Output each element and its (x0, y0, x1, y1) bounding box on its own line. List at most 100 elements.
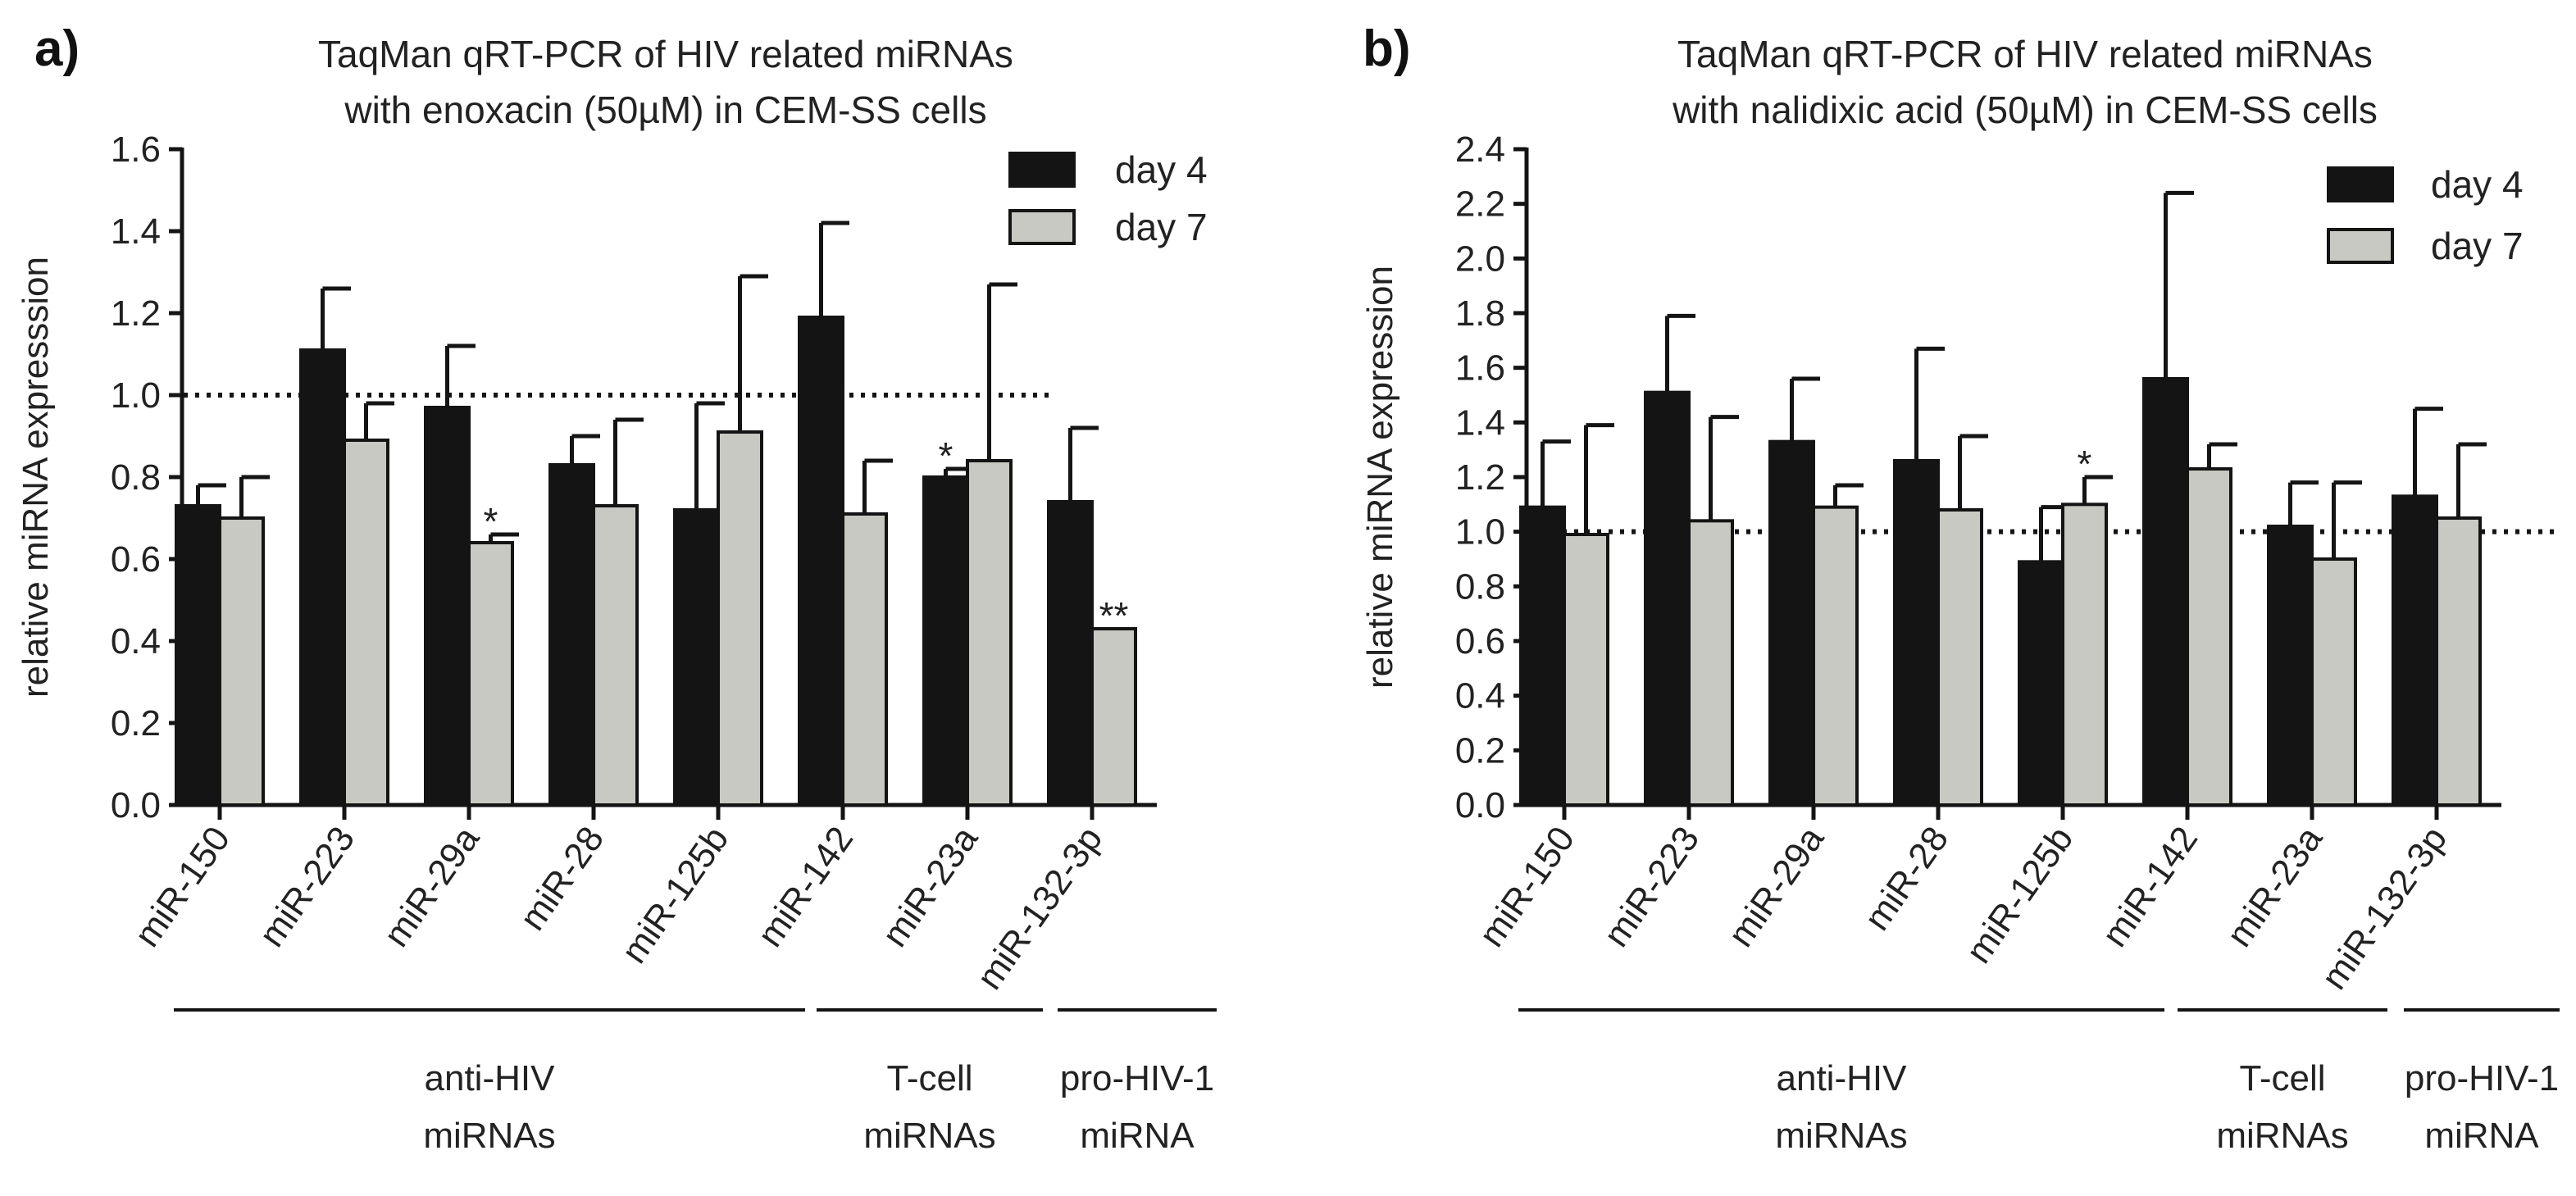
group-label-line-1: pro-HIV-1 (1060, 1058, 1214, 1098)
group-label-line-1: pro-HIV-1 (2405, 1058, 2559, 1098)
bar-day4 (2018, 560, 2064, 807)
x-tick-label: miR-223 (252, 820, 363, 954)
group-label-line-2: miRNAs (423, 1116, 555, 1156)
legend-label: day 7 (1115, 206, 1208, 248)
chart-title-line-1: TaqMan qRT-PCR of HIV related miRNAs (318, 33, 1013, 75)
legend-label: day 4 (1115, 148, 1208, 191)
x-tick-label: miR-150 (1472, 820, 1583, 954)
y-tick-label: 0.4 (111, 621, 161, 662)
bar-day4 (548, 463, 595, 807)
bar-day4 (2267, 525, 2314, 807)
bar-day7 (467, 541, 514, 807)
bar-day4 (673, 508, 720, 807)
y-tick-label: 0.8 (1455, 566, 1505, 607)
group-label-line-1: T-cell (886, 1058, 972, 1098)
significance-mark: * (2078, 443, 2092, 485)
bar-day7 (2061, 503, 2108, 807)
bar-day4 (1768, 439, 1815, 807)
bar-day4 (922, 475, 969, 807)
x-tick-label: miR-142 (750, 820, 862, 954)
y-tick-label: 1.0 (1455, 512, 1505, 553)
chart-title-line-1: TaqMan qRT-PCR of HIV related miRNAs (1677, 33, 2373, 75)
legend-swatch (1008, 152, 1076, 188)
x-tick-label: miR-223 (1596, 820, 1708, 954)
group-label-line-1: T-cell (2239, 1058, 2325, 1098)
bar-day4 (424, 406, 471, 807)
y-tick-label: 1.6 (111, 130, 161, 170)
legend-label: day 4 (2431, 163, 2524, 206)
y-axis-label: relative miRNA expression (1360, 266, 1400, 689)
bar-day7 (1937, 508, 1983, 807)
y-tick-label: 0.0 (111, 785, 161, 825)
bar-day4 (299, 348, 346, 807)
group-label-line-1: anti-HIV (1777, 1058, 1908, 1098)
y-tick-label: 0.2 (111, 703, 161, 744)
bar-day7 (717, 430, 763, 807)
chart-panel-b: b) TaqMan qRT-PCR of HIV related miRNAs wi… (1360, 20, 2560, 1156)
y-tick-label: 0.2 (1455, 730, 1505, 771)
x-tick-label: miR-29a (376, 819, 488, 954)
legend-swatch (2327, 228, 2394, 264)
bar-day4 (175, 504, 221, 807)
bar-day4 (2142, 377, 2189, 807)
y-tick-label: 1.4 (1455, 402, 1505, 443)
y-tick-label: 2.2 (1455, 184, 1505, 225)
group-label-line-2: miRNA (2424, 1116, 2539, 1156)
group-label-line-1: anti-HIV (425, 1058, 556, 1098)
bar-day7 (2310, 557, 2357, 807)
y-tick-label: 0.6 (1455, 621, 1505, 662)
y-tick-label: 2.0 (1455, 239, 1505, 279)
x-tick-label: miR-125b (614, 820, 737, 971)
panel-label: b) (1363, 20, 1411, 77)
bar-day7 (966, 459, 1013, 807)
bar-day4 (1519, 505, 1566, 807)
y-tick-label: 0.4 (1455, 676, 1505, 716)
significance-mark: * (484, 500, 498, 543)
bar-day7 (2435, 516, 2482, 807)
bar-day7 (1812, 505, 1859, 807)
x-tick-label: miR-28 (512, 820, 612, 938)
x-tick-label: miR-28 (1857, 820, 1956, 938)
bar-day7 (218, 516, 265, 807)
group-label-line-2: miRNAs (1775, 1116, 1907, 1156)
bar-day4 (798, 316, 844, 807)
bar-day7 (1687, 519, 1734, 807)
y-tick-label: 1.2 (111, 293, 161, 334)
bar-day7 (841, 512, 888, 807)
x-tick-label: miR-125b (1959, 820, 2082, 971)
bar-day7 (592, 504, 639, 807)
y-tick-label: 1.0 (111, 375, 161, 416)
bar-day7 (343, 439, 389, 807)
chart-title-line-2: with nalidixic acid (50µM) in CEM-SS cel… (1672, 89, 2378, 131)
group-label-line-2: miRNA (1080, 1116, 1195, 1156)
chart-title-line-2: with enoxacin (50µM) in CEM-SS cells (344, 89, 986, 131)
bar-day7 (1090, 627, 1137, 807)
panel-label: a) (34, 20, 80, 77)
bar-day7 (1563, 533, 1609, 807)
x-tick-label: miR-132-3p (2314, 820, 2455, 997)
bar-day4 (1893, 459, 1940, 807)
y-tick-label: 1.2 (1455, 457, 1505, 498)
significance-mark: ** (1099, 594, 1129, 637)
y-tick-label: 0.8 (111, 457, 161, 498)
x-tick-label: miR-150 (127, 820, 239, 954)
x-tick-label: miR-29a (1721, 819, 1832, 954)
x-tick-label: miR-132-3p (969, 820, 1110, 997)
chart-panel-a: a) TaqMan qRT-PCR of HIV related miRNAs wi… (16, 20, 1217, 1156)
y-tick-label: 1.4 (111, 211, 161, 252)
y-axis-label: relative miRNA expresssion (16, 257, 56, 698)
legend-label: day 7 (2431, 225, 2524, 267)
group-label-line-2: miRNAs (2216, 1116, 2348, 1156)
bar-day4 (1047, 500, 1094, 807)
bar-day7 (2186, 467, 2232, 807)
y-tick-label: 0.0 (1455, 785, 1505, 825)
x-tick-label: miR-23a (2219, 819, 2331, 954)
y-tick-label: 0.6 (111, 539, 161, 580)
y-tick-label: 1.8 (1455, 293, 1505, 334)
legend-swatch (1008, 209, 1076, 245)
x-tick-label: miR-142 (2095, 820, 2206, 954)
significance-mark: * (939, 434, 953, 477)
x-tick-label: miR-23a (875, 819, 986, 954)
